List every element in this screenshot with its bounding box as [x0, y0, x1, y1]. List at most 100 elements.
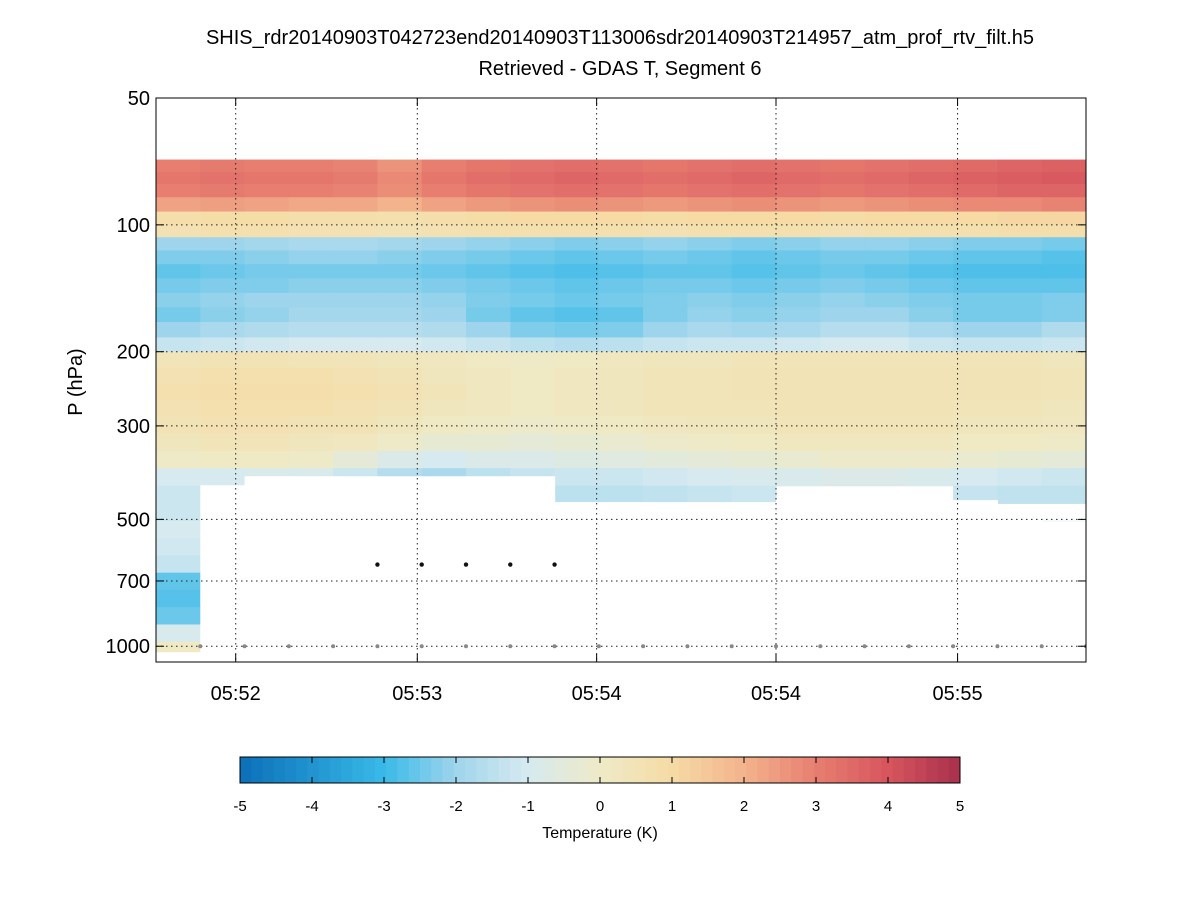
heatmap-cell [687, 433, 733, 452]
heatmap-cell [820, 321, 866, 339]
heatmap-cell [953, 292, 999, 308]
heatmap-cell [333, 307, 379, 323]
surface-marker [242, 644, 247, 649]
heatmap-cell [156, 383, 201, 401]
heatmap-cell [156, 485, 201, 504]
heatmap-cell [377, 399, 423, 418]
heatmap-cell [200, 159, 246, 173]
heatmap-cell [997, 399, 1043, 418]
heatmap-cell [953, 264, 999, 279]
heatmap-cell [731, 351, 777, 369]
heatmap-cell [200, 321, 246, 339]
heatmap-cell [776, 450, 821, 469]
heatmap-cell [731, 450, 777, 469]
heatmap-cell [953, 416, 999, 435]
heatmap-cell [864, 172, 910, 185]
heatmap-cell [288, 292, 334, 308]
heatmap-cell [997, 433, 1043, 452]
heatmap-cell [820, 264, 866, 279]
heatmap-cell [908, 468, 954, 487]
heatmap-cell [421, 264, 467, 279]
masked-region [333, 476, 379, 662]
colorbar-tick-label: -3 [377, 798, 390, 815]
heatmap-cell [333, 211, 379, 226]
heatmap-cell [997, 351, 1043, 369]
heatmap-cell [864, 416, 910, 435]
cloud-marker [375, 562, 380, 567]
masked-region [643, 502, 689, 662]
heatmap-cell [820, 184, 866, 198]
heatmap-cell [244, 450, 290, 469]
heatmap-cell [687, 159, 733, 173]
heatmap-cell [820, 416, 866, 435]
heatmap-cell [731, 416, 777, 435]
colorbar-segment [802, 757, 815, 783]
heatmap-cell [731, 197, 777, 213]
heatmap-cell [200, 197, 246, 213]
colorbar-segment [273, 757, 286, 783]
colorbar-segment [858, 757, 871, 783]
heatmap-cell [377, 211, 423, 226]
heatmap-cell [953, 159, 999, 173]
heatmap-cell [908, 211, 954, 226]
heatmap-cell [598, 468, 644, 487]
heatmap-cell [776, 307, 821, 323]
heatmap-cell [687, 383, 733, 401]
heatmap-cell [687, 237, 733, 252]
heatmap-cell [421, 211, 467, 226]
heatmap-cell [156, 641, 201, 653]
heatmap-cell [421, 159, 467, 173]
heatmap-cell [864, 264, 910, 279]
heatmap-cell [377, 250, 423, 265]
surface-marker [1039, 644, 1044, 649]
heatmap-cell [554, 172, 600, 185]
colorbar-segment [330, 757, 342, 783]
heatmap-cell [510, 211, 556, 226]
colorbar-segment [431, 757, 443, 783]
colorbar-segment [318, 757, 331, 783]
heatmap-cell [908, 172, 954, 185]
heatmap-cell [466, 367, 511, 385]
heatmap-cell [554, 416, 600, 435]
heatmap-cell [200, 211, 246, 226]
masked-region [421, 476, 467, 662]
heatmap-cell [466, 383, 511, 401]
heatmap-cell [333, 250, 379, 265]
heatmap-cell [288, 172, 334, 185]
colorbar-segment [656, 757, 668, 783]
heatmap-cell [731, 211, 777, 226]
heatmap-cell [333, 450, 379, 469]
heatmap-cell [864, 383, 910, 401]
heatmap-cell [421, 337, 467, 353]
heatmap-cell [466, 278, 511, 294]
heatmap-cell [776, 337, 821, 353]
heatmap-cell [820, 399, 866, 418]
heatmap-cell [997, 159, 1043, 173]
y-tick-label: 500 [117, 509, 150, 531]
heatmap-cell [156, 250, 201, 265]
masked-region [244, 476, 290, 662]
heatmap-cell [156, 607, 201, 626]
heatmap-cell [554, 468, 600, 487]
colorbar-segment [780, 757, 792, 783]
heatmap-cell [820, 383, 866, 401]
colorbar-segment [611, 757, 623, 783]
heatmap-cell [156, 503, 201, 522]
heatmap-cell [333, 337, 379, 353]
heatmap-cell [554, 197, 600, 213]
heatmap-cell [288, 278, 334, 294]
heatmap-cell [731, 184, 777, 198]
heatmap-cell [731, 172, 777, 185]
colorbar-segment [285, 757, 297, 783]
surface-marker [818, 644, 823, 649]
heatmap-cell [288, 211, 334, 226]
heatmap-cell [421, 367, 467, 385]
colorbar-tick-label: 1 [668, 798, 676, 815]
heatmap-cell [333, 278, 379, 294]
heatmap-cell [864, 307, 910, 323]
heatmap-cell [997, 307, 1043, 323]
heatmap-cell [687, 264, 733, 279]
heatmap-cell [554, 292, 600, 308]
heatmap-cell [421, 450, 467, 469]
colorbar-label: Temperature (K) [542, 825, 658, 842]
